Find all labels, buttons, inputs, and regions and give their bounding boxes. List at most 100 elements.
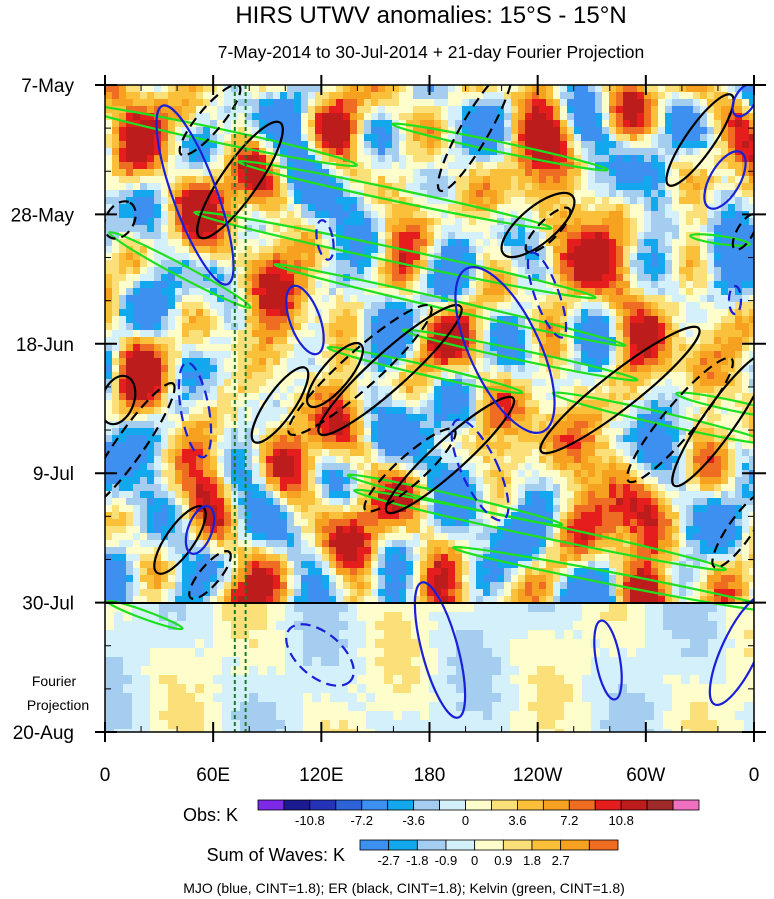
- obs-cell: [518, 407, 526, 415]
- obs-cell: [119, 99, 127, 107]
- obs-cell: [469, 183, 477, 191]
- obs-cell: [364, 204, 372, 212]
- obs-cell: [161, 295, 169, 303]
- obs-cell: [714, 99, 722, 107]
- obs-cell: [273, 267, 281, 275]
- obs-cell: [343, 225, 351, 233]
- obs-cell: [644, 400, 652, 408]
- obs-cell: [672, 169, 680, 177]
- obs-cell: [350, 323, 358, 331]
- obs-cell: [154, 337, 162, 345]
- obs-cell: [427, 358, 435, 366]
- obs-cell: [749, 204, 754, 212]
- obs-cell: [434, 358, 442, 366]
- obs-cell: [497, 120, 505, 128]
- obs-cell: [679, 169, 687, 177]
- obs-cell: [651, 204, 659, 212]
- obs-cell: [644, 309, 652, 317]
- obs-cell: [350, 393, 358, 401]
- obs-cell: [175, 442, 183, 450]
- obs-cell: [336, 351, 344, 359]
- obs-cell: [308, 120, 316, 128]
- obs-cell: [497, 113, 505, 121]
- obs-cell: [665, 274, 673, 282]
- obs-cell: [525, 85, 533, 93]
- obs-cell: [420, 260, 428, 268]
- obs-cell: [728, 239, 736, 247]
- obs-cell: [266, 225, 274, 233]
- obs-cell: [280, 232, 288, 240]
- obs-cell: [350, 358, 358, 366]
- obs-cell: [301, 400, 309, 408]
- obs-cell: [462, 393, 470, 401]
- obs-cell: [525, 393, 533, 401]
- obs-cell: [469, 113, 477, 121]
- obs-cell: [602, 134, 610, 142]
- obs-cell: [175, 386, 183, 394]
- obs-cell: [252, 344, 260, 352]
- obs-cell: [602, 253, 610, 261]
- obs-cell: [168, 225, 176, 233]
- obs-cell: [553, 197, 561, 205]
- obs-cell: [357, 449, 365, 457]
- obs-cell: [574, 267, 582, 275]
- obs-cell: [623, 379, 631, 387]
- obs-cell: [560, 211, 568, 219]
- obs-cell: [651, 323, 659, 331]
- obs-cell: [280, 267, 288, 275]
- obs-cell: [546, 295, 554, 303]
- obs-cell: [672, 274, 680, 282]
- obs-cell: [609, 302, 617, 310]
- obs-cell: [469, 204, 477, 212]
- obs-cell: [343, 232, 351, 240]
- obs-cell: [399, 183, 407, 191]
- obs-cell: [553, 134, 561, 142]
- obs-cell: [658, 351, 666, 359]
- obs-cell: [644, 337, 652, 345]
- obs-cell: [203, 253, 211, 261]
- obs-cell: [364, 148, 372, 156]
- obs-cell: [623, 386, 631, 394]
- obs-cell: [441, 92, 449, 100]
- obs-cell: [224, 428, 232, 436]
- obs-cell: [504, 183, 512, 191]
- obs-cell: [567, 295, 575, 303]
- obs-cell: [175, 92, 183, 100]
- obs-cell: [693, 393, 701, 401]
- obs-cell: [588, 316, 596, 324]
- obs-cell: [581, 379, 589, 387]
- obs-cell: [427, 162, 435, 170]
- obs-cell: [532, 204, 540, 212]
- obs-cell: [371, 295, 379, 303]
- obs-cell: [133, 442, 141, 450]
- obs-cell: [406, 190, 414, 198]
- obs-cell: [392, 183, 400, 191]
- obs-cell: [287, 365, 295, 373]
- obs-cell: [602, 267, 610, 275]
- obs-cell: [133, 386, 141, 394]
- obs-cell: [406, 323, 414, 331]
- obs-cell: [637, 85, 645, 93]
- obs-cell: [602, 344, 610, 352]
- obs-cell: [462, 449, 470, 457]
- obs-cell: [462, 155, 470, 163]
- obs-cell: [413, 351, 421, 359]
- obs-cell: [497, 365, 505, 373]
- obs-cell: [126, 99, 134, 107]
- obs-cell: [182, 323, 190, 331]
- obs-cell: [602, 309, 610, 317]
- obs-cell: [623, 99, 631, 107]
- obs-cell: [623, 253, 631, 261]
- obs-cell: [161, 358, 169, 366]
- obs-cell: [294, 267, 302, 275]
- obs-cell: [483, 183, 491, 191]
- obs-cell: [147, 435, 155, 443]
- obs-cell: [539, 253, 547, 261]
- obs-cell: [644, 197, 652, 205]
- obs-cell: [623, 218, 631, 226]
- obs-cell: [105, 267, 113, 275]
- obs-cell: [490, 92, 498, 100]
- obs-cell: [749, 344, 754, 352]
- obs-cell: [392, 204, 400, 212]
- obs-cell: [693, 92, 701, 100]
